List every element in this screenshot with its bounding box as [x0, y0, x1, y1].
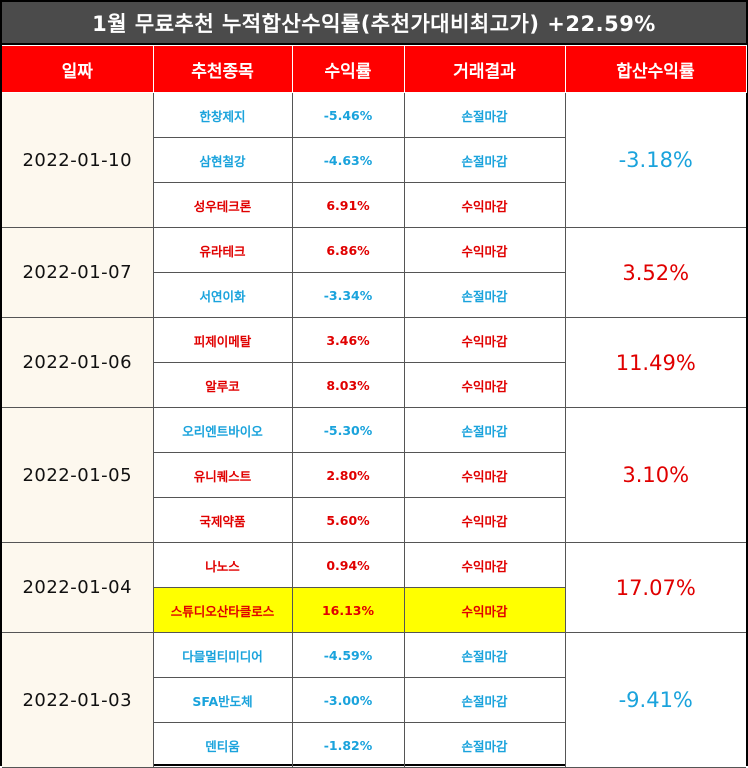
- header-date: 일짜: [2, 45, 154, 93]
- date-cell: 2022-01-05: [2, 407, 154, 543]
- return-cell: 3.46%: [291, 317, 405, 363]
- returns-table: 일짜 추천종목 수익률 거래결과 합산수익률 2022-01-10 한창제지 -5.…: [2, 45, 747, 768]
- stock-name-cell: 덴티움: [152, 722, 293, 768]
- total-return-cell: -3.18%: [564, 92, 746, 228]
- table-row: 성우테크론 6.91% 수익마감: [2, 182, 746, 228]
- result-cell: 손절마감: [403, 722, 566, 768]
- return-cell: 8.03%: [291, 362, 405, 408]
- table-row: 국제약품 5.60% 수익마감: [2, 497, 746, 543]
- date-cell: 2022-01-07: [2, 227, 154, 318]
- table-row: 2022-01-07 유라테크 6.86% 수익마감 3.52%: [2, 227, 746, 318]
- header-result: 거래결과: [403, 45, 566, 93]
- result-cell: 손절마감: [403, 407, 566, 453]
- table-row: 삼현철강 -4.63% 손절마감: [2, 137, 746, 183]
- return-cell: 5.60%: [291, 497, 405, 543]
- result-cell: 수익마감: [403, 317, 566, 363]
- table-row: 2022-01-10 한창제지 -5.46% 손절마감 -3.18%: [2, 92, 746, 228]
- total-return-cell: 11.49%: [564, 317, 746, 408]
- return-cell: -4.59%: [291, 632, 405, 678]
- total-return-cell: 17.07%: [564, 542, 746, 633]
- total-return-cell: 3.52%: [564, 227, 746, 318]
- stock-name-cell: 유라테크: [152, 227, 293, 273]
- table-row: 서연이화 -3.34% 손절마감: [2, 272, 746, 318]
- result-cell: 수익마감: [403, 452, 566, 498]
- date-cell: 2022-01-06: [2, 317, 154, 408]
- stock-name-cell: 나노스: [152, 542, 293, 588]
- table-body: 2022-01-10 한창제지 -5.46% 손절마감 -3.18% 삼현철강 -4.63%…: [2, 92, 746, 768]
- table-row: 덴티움 -1.82% 손절마감: [2, 722, 746, 768]
- result-cell: 수익마감: [403, 587, 566, 633]
- table-row: 유니퀘스트 2.80% 수익마감: [2, 452, 746, 498]
- result-cell: 수익마감: [403, 542, 566, 588]
- stock-name-cell: 성우테크론: [152, 182, 293, 228]
- stock-name-cell: 한창제지: [152, 92, 293, 138]
- date-cell: 2022-01-04: [2, 542, 154, 633]
- table-row: 2022-01-05 오리엔트바이오 -5.30% 손절마감 3.10%: [2, 407, 746, 543]
- stock-name-cell: SFA반도체: [152, 677, 293, 723]
- return-cell: -1.82%: [291, 722, 405, 768]
- return-cell: 0.94%: [291, 542, 405, 588]
- result-cell: 수익마감: [403, 227, 566, 273]
- header-return: 수익률: [291, 45, 405, 93]
- table-row: 2022-01-03 다믈멀티미디어 -4.59% 손절마감 -9.41%: [2, 632, 746, 768]
- result-cell: 손절마감: [403, 677, 566, 723]
- stock-name-cell: 삼현철강: [152, 137, 293, 183]
- header-total-return: 합산수익률: [564, 45, 747, 93]
- result-cell: 손절마감: [403, 137, 566, 183]
- result-cell: 수익마감: [403, 497, 566, 543]
- table-row: 스튜디오산타클로스 16.13% 수익마감: [2, 587, 746, 633]
- stock-name-cell: 알루코: [152, 362, 293, 408]
- result-cell: 손절마감: [403, 272, 566, 318]
- stock-name-cell: 국제약품: [152, 497, 293, 543]
- date-cell: 2022-01-10: [2, 92, 154, 228]
- stock-name-cell: 피제이메탈: [152, 317, 293, 363]
- stock-name-cell: 오리엔트바이오: [152, 407, 293, 453]
- return-cell: 6.91%: [291, 182, 405, 228]
- result-cell: 손절마감: [403, 632, 566, 678]
- return-cell: -5.30%: [291, 407, 405, 453]
- return-cell: -3.34%: [291, 272, 405, 318]
- return-cell: 6.86%: [291, 227, 405, 273]
- header-stock: 추천종목: [152, 45, 293, 93]
- return-cell: -4.63%: [291, 137, 405, 183]
- date-cell: 2022-01-03: [2, 632, 154, 768]
- total-return-cell: -9.41%: [564, 632, 746, 768]
- header-row: 일짜 추천종목 수익률 거래결과 합산수익률: [2, 45, 747, 93]
- table-row: 알루코 8.03% 수익마감: [2, 362, 746, 408]
- stock-name-cell: 다믈멀티미디어: [152, 632, 293, 678]
- total-return-cell: 3.10%: [564, 407, 746, 543]
- table-row: 2022-01-06 피제이메탈 3.46% 수익마감 11.49%: [2, 317, 746, 408]
- return-cell: 2.80%: [291, 452, 405, 498]
- stock-name-cell: 유니퀘스트: [152, 452, 293, 498]
- result-cell: 손절마감: [403, 92, 566, 138]
- return-cell: -5.46%: [291, 92, 405, 138]
- stock-name-cell: 스튜디오산타클로스: [152, 587, 293, 633]
- result-cell: 수익마감: [403, 362, 566, 408]
- return-cell: 16.13%: [291, 587, 405, 633]
- stock-name-cell: 서연이화: [152, 272, 293, 318]
- result-cell: 수익마감: [403, 182, 566, 228]
- return-cell: -3.00%: [291, 677, 405, 723]
- table-row: 2022-01-04 나노스 0.94% 수익마감 17.07%: [2, 542, 746, 633]
- page-title: 1월 무료추천 누적합산수익률(추천가대비최고가) +22.59%: [2, 2, 746, 45]
